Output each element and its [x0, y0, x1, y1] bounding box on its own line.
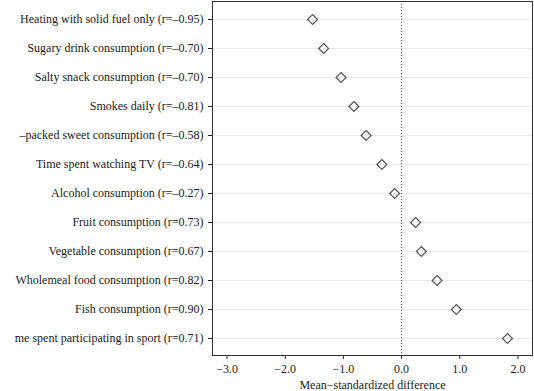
svg-text:Vegetable consumption (r=0.67): Vegetable consumption (r=0.67) — [48, 244, 203, 258]
svg-text:Time spent watching TV (r=–0.6: Time spent watching TV (r=–0.64) — [36, 157, 204, 171]
svg-text:Sugary drink consumption (r=–0: Sugary drink consumption (r=–0.70) — [27, 41, 203, 55]
svg-text:1.0: 1.0 — [452, 362, 467, 376]
svg-text:Fruit consumption (r=0.73): Fruit consumption (r=0.73) — [72, 215, 203, 229]
svg-text:0.0: 0.0 — [394, 362, 409, 376]
svg-text:Fish consumption (r=0.90): Fish consumption (r=0.90) — [75, 302, 203, 316]
svg-text:Smokes daily (r=–0.81): Smokes daily (r=–0.81) — [90, 99, 204, 113]
svg-text:Heating with solid fuel only (: Heating with solid fuel only (r=–0.95) — [20, 12, 203, 26]
svg-text:Wholemeal food consumption (r=: Wholemeal food consumption (r=0.82) — [15, 273, 203, 287]
svg-text:me spent participating in spor: me spent participating in sport (r=0.71) — [15, 331, 204, 345]
svg-text:Salty snack consumption (r=–0.: Salty snack consumption (r=–0.70) — [35, 70, 204, 84]
svg-text:2.0: 2.0 — [510, 362, 525, 376]
svg-text:Mean−standardized difference: Mean−standardized difference — [299, 378, 445, 391]
svg-text:−1.0: −1.0 — [333, 362, 355, 376]
svg-text:–packed sweet consumption (r=–: –packed sweet consumption (r=–0.58) — [18, 128, 203, 142]
svg-text:−3.0: −3.0 — [216, 362, 238, 376]
svg-text:−2.0: −2.0 — [274, 362, 296, 376]
svg-text:Alcohol consumption (r=–0.27): Alcohol consumption (r=–0.27) — [51, 186, 203, 200]
